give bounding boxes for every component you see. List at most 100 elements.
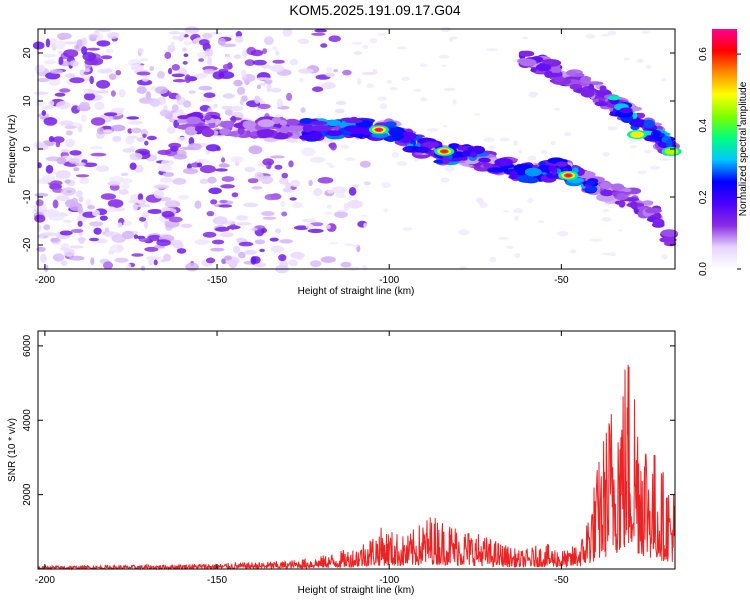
noise-blob <box>93 227 102 235</box>
noise-blob <box>262 48 267 54</box>
noise-blob <box>247 178 259 184</box>
ridge-cell <box>177 118 189 124</box>
noise-blob <box>83 88 95 94</box>
noise-blob <box>219 232 234 238</box>
upper-ridge-cell <box>566 70 577 76</box>
noise-blob <box>270 87 282 93</box>
noise-blob <box>320 43 328 48</box>
noise-blob <box>36 78 50 83</box>
noise-blob <box>312 86 324 92</box>
noise-blob <box>63 248 75 257</box>
noise-blob <box>280 200 286 207</box>
noise-blob <box>78 237 85 244</box>
faint-blob <box>645 64 652 69</box>
noise-blob <box>272 59 285 64</box>
noise-blob <box>325 224 331 230</box>
noise-blob <box>198 39 210 46</box>
noise-blob <box>231 192 239 198</box>
noise-blob <box>47 180 63 186</box>
noise-blob <box>119 178 133 184</box>
noise-blob <box>122 148 135 153</box>
ridge-cell <box>302 124 314 133</box>
noise-blob <box>235 215 249 221</box>
faint-blob <box>381 182 392 188</box>
upper-ridge-cell <box>530 67 537 73</box>
upper-ridge-cell <box>542 59 555 65</box>
ridge-cell <box>652 218 665 227</box>
noise-blob <box>141 212 150 219</box>
noise-blob <box>120 172 129 177</box>
y-tick-label: 10 <box>22 95 33 107</box>
noise-blob <box>183 53 189 57</box>
noise-blob <box>34 214 46 223</box>
faint-blob <box>401 76 410 81</box>
faint-blob <box>391 152 400 158</box>
noise-blob <box>55 141 61 148</box>
noise-blob <box>176 248 187 254</box>
noise-blob <box>205 257 216 264</box>
ridge-cell <box>184 126 198 136</box>
noise-blob <box>225 53 231 58</box>
faint-blob <box>513 208 524 214</box>
noise-blob <box>202 231 217 238</box>
noise-blob <box>92 209 100 217</box>
noise-blob <box>353 184 359 189</box>
noise-blob <box>54 92 66 97</box>
faint-blob <box>477 199 485 205</box>
faint-blob <box>649 165 661 170</box>
noise-blob <box>201 98 213 102</box>
ridge-cell <box>501 166 509 172</box>
noise-blob <box>230 156 244 163</box>
ridge-cell <box>599 182 612 190</box>
upper-ridge-cell <box>665 138 673 148</box>
noise-blob <box>35 199 44 207</box>
noise-blob <box>86 47 100 51</box>
faint-blob <box>522 36 529 40</box>
faint-blob <box>499 137 510 142</box>
noise-blob <box>136 71 151 76</box>
faint-blob <box>441 64 447 67</box>
upper-ridge-cell <box>535 63 552 72</box>
ridge-cell <box>611 183 625 191</box>
noise-blob <box>59 88 71 93</box>
noise-blob <box>272 46 278 51</box>
noise-blob <box>100 55 113 60</box>
faint-blob <box>396 161 408 167</box>
ridge-cell <box>177 115 191 120</box>
noise-blob <box>125 263 132 272</box>
colorbar-tick-label: 0.6 <box>698 47 709 61</box>
ridge-cell <box>228 131 238 137</box>
ridge-cell <box>660 229 678 238</box>
faint-blob <box>402 227 413 231</box>
faint-blob <box>513 140 518 146</box>
faint-blob <box>514 253 521 258</box>
faint-blob <box>609 252 616 257</box>
faint-blob <box>363 222 368 228</box>
ridge-cell <box>279 119 288 126</box>
ridge-cell <box>448 143 460 149</box>
faint-blob <box>486 48 498 52</box>
noise-blob <box>238 241 254 247</box>
noise-blob <box>107 32 120 39</box>
noise-blob <box>282 28 293 37</box>
noise-blob <box>185 262 199 272</box>
faint-blob <box>362 44 368 50</box>
noise-blob <box>69 255 85 261</box>
noise-blob <box>269 237 279 242</box>
noise-blob <box>50 237 60 243</box>
ridge-cell <box>350 127 368 135</box>
snr-frame <box>37 330 676 570</box>
noise-blob <box>363 181 371 186</box>
noise-blob <box>286 92 293 101</box>
ridge-cell <box>470 151 478 158</box>
noise-blob <box>328 35 341 42</box>
ridge-cell <box>242 120 256 129</box>
faint-blob <box>377 33 389 36</box>
faint-blob <box>590 238 602 242</box>
noise-blob <box>139 58 149 62</box>
noise-blob <box>218 71 235 79</box>
noise-blob <box>75 174 90 178</box>
noise-blob <box>212 239 225 245</box>
noise-blob <box>159 109 171 117</box>
